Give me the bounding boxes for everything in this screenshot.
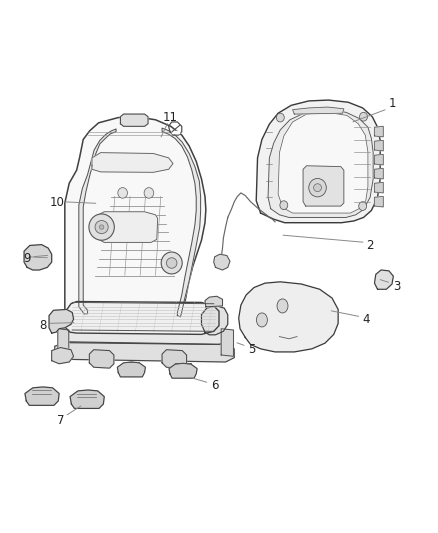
Polygon shape bbox=[162, 350, 187, 368]
Text: 1: 1 bbox=[388, 97, 396, 110]
Ellipse shape bbox=[161, 252, 182, 274]
Ellipse shape bbox=[360, 112, 367, 121]
Polygon shape bbox=[374, 182, 383, 193]
Ellipse shape bbox=[280, 201, 288, 209]
Polygon shape bbox=[268, 110, 373, 217]
Text: 8: 8 bbox=[39, 319, 46, 332]
Text: 9: 9 bbox=[23, 252, 31, 265]
Polygon shape bbox=[169, 364, 197, 378]
Polygon shape bbox=[374, 197, 383, 207]
Ellipse shape bbox=[314, 184, 321, 191]
Polygon shape bbox=[293, 107, 344, 114]
Polygon shape bbox=[162, 128, 201, 317]
Ellipse shape bbox=[118, 188, 127, 198]
Polygon shape bbox=[58, 326, 228, 344]
Polygon shape bbox=[221, 329, 233, 356]
Polygon shape bbox=[79, 129, 116, 314]
Ellipse shape bbox=[309, 179, 326, 197]
Ellipse shape bbox=[276, 113, 284, 122]
Polygon shape bbox=[205, 296, 223, 307]
Text: 5: 5 bbox=[248, 343, 255, 356]
Polygon shape bbox=[214, 254, 230, 270]
Polygon shape bbox=[374, 270, 393, 289]
Text: 11: 11 bbox=[162, 111, 177, 124]
Polygon shape bbox=[92, 152, 173, 172]
Ellipse shape bbox=[256, 313, 267, 327]
Polygon shape bbox=[239, 282, 338, 352]
Ellipse shape bbox=[166, 258, 177, 268]
Ellipse shape bbox=[144, 188, 154, 198]
Polygon shape bbox=[49, 310, 74, 333]
Ellipse shape bbox=[95, 221, 108, 233]
Polygon shape bbox=[89, 350, 114, 368]
Polygon shape bbox=[65, 117, 206, 318]
Polygon shape bbox=[58, 329, 69, 356]
Ellipse shape bbox=[277, 299, 288, 313]
Ellipse shape bbox=[89, 214, 114, 240]
Polygon shape bbox=[65, 302, 219, 334]
Polygon shape bbox=[99, 212, 158, 243]
Polygon shape bbox=[303, 166, 344, 206]
Polygon shape bbox=[52, 348, 74, 364]
Text: 4: 4 bbox=[362, 313, 370, 326]
Polygon shape bbox=[374, 168, 383, 179]
Text: 10: 10 bbox=[49, 197, 64, 209]
Polygon shape bbox=[55, 342, 234, 362]
Polygon shape bbox=[374, 126, 383, 137]
Polygon shape bbox=[24, 245, 52, 270]
Polygon shape bbox=[256, 100, 380, 223]
Polygon shape bbox=[25, 387, 59, 405]
Polygon shape bbox=[201, 306, 228, 335]
Polygon shape bbox=[374, 140, 383, 151]
Text: 3: 3 bbox=[393, 280, 400, 293]
Polygon shape bbox=[278, 112, 368, 213]
Ellipse shape bbox=[99, 225, 104, 229]
Polygon shape bbox=[117, 362, 145, 377]
Text: 6: 6 bbox=[211, 379, 219, 392]
Text: 2: 2 bbox=[366, 239, 374, 252]
Ellipse shape bbox=[216, 255, 226, 265]
Polygon shape bbox=[120, 114, 148, 126]
Polygon shape bbox=[70, 390, 104, 408]
Ellipse shape bbox=[359, 201, 367, 211]
Text: 7: 7 bbox=[57, 414, 64, 427]
Polygon shape bbox=[374, 155, 383, 165]
